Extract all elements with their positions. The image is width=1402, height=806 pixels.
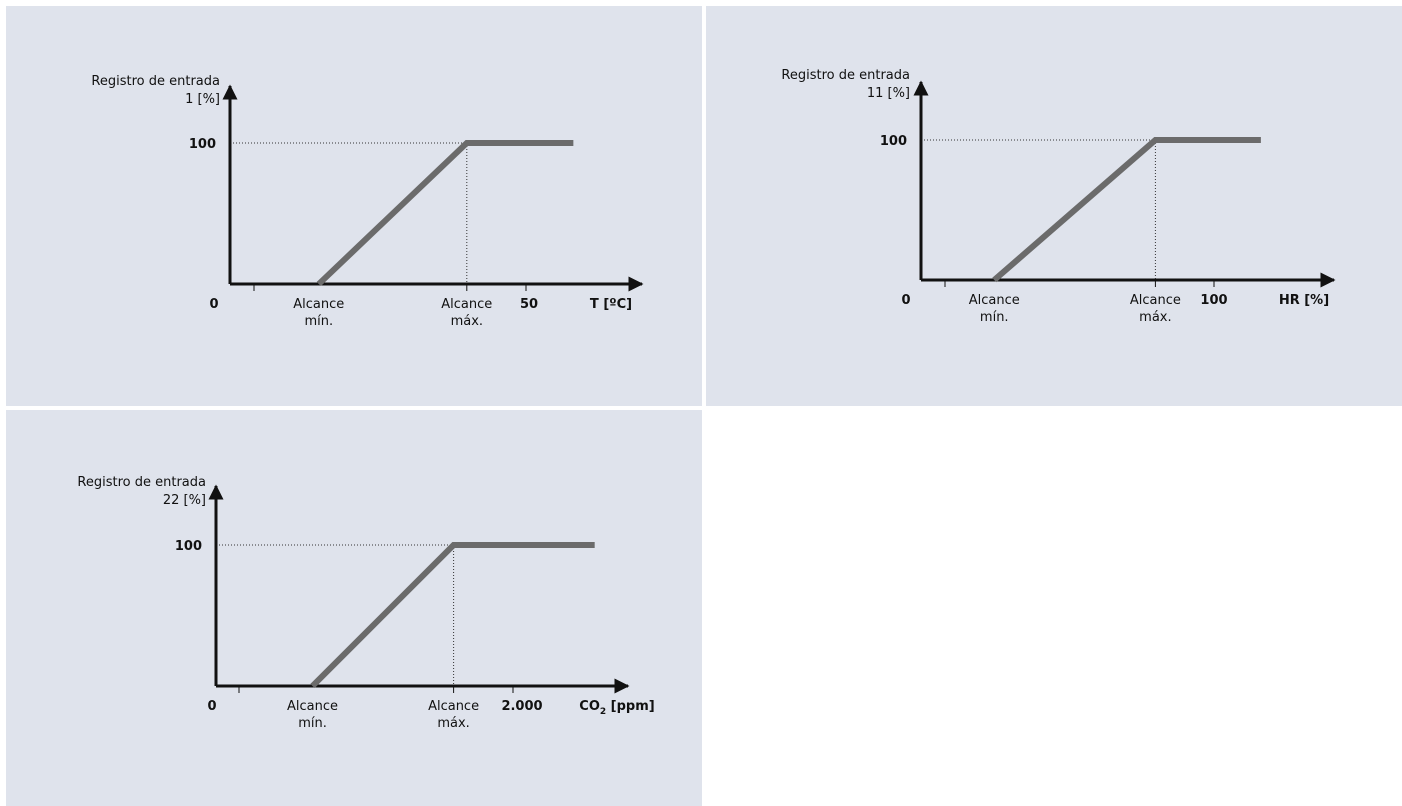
x-axis-label: CO2 [ppm] (579, 699, 654, 717)
y-axis-label-line2: 22 [%] (163, 493, 206, 508)
x-axis-label-unit: [ppm] (606, 699, 655, 714)
y-axis-label-line2: 11 [%] (867, 86, 910, 101)
y-tick-label-100: 100 (175, 539, 202, 554)
range-max-label-line2: máx. (451, 314, 483, 329)
x-axis-label-main: CO (579, 699, 600, 714)
x-origin-label: 0 (901, 293, 910, 308)
x-axis-label-main: T [ºC] (590, 297, 632, 312)
y-axis-label-line1: Registro de entrada (781, 68, 910, 83)
chart-humidity: Registro de entrada 11 [%] 100 0 Alcance mín.… (781, 68, 1336, 325)
chart-panel-humidity: Registro de entrada 11 [%] 100 0 Alcance mín.… (706, 6, 1402, 406)
x-axis-label: HR [%] (1279, 293, 1329, 308)
range-max-label-line1: Alcance (441, 297, 492, 312)
y-axis-label-line2: 1 [%] (185, 92, 220, 107)
chart-panel-temperature: Registro de entrada 1 [%] 100 0 Alcance mín. A… (6, 6, 702, 406)
chart-temperature: Registro de entrada 1 [%] 100 0 Alcance mín. A… (91, 74, 644, 329)
x-tick-label-max: 100 (1200, 293, 1227, 308)
x-axis-label: T [ºC] (590, 297, 632, 312)
range-max-label-line2: máx. (1139, 310, 1171, 325)
series-line (316, 140, 574, 287)
range-max-label-line1: Alcance (1130, 293, 1181, 308)
series-line (310, 542, 595, 689)
chart-panel-co2: Registro de entrada 22 [%] 100 0 Alcance mín.… (6, 410, 702, 806)
x-origin-label: 0 (207, 699, 216, 714)
y-axis-label-line1: Registro de entrada (91, 74, 220, 89)
range-min-label-line2: mín. (980, 310, 1009, 325)
y-tick-label-100: 100 (880, 134, 907, 149)
range-min-label-line1: Alcance (293, 297, 344, 312)
series-line (992, 137, 1261, 283)
x-tick-label-max: 2.000 (501, 699, 542, 714)
y-tick-label-100: 100 (189, 137, 216, 152)
x-origin-label: 0 (209, 297, 218, 312)
range-min-label-line1: Alcance (969, 293, 1020, 308)
x-axis-label-subscript: 2 (600, 707, 606, 717)
range-max-label-line2: máx. (437, 716, 469, 731)
range-min-label-line1: Alcance (287, 699, 338, 714)
range-min-label-line2: mín. (298, 716, 327, 731)
x-tick-label-max: 50 (520, 297, 538, 312)
x-axis-label-main: HR [%] (1279, 293, 1329, 308)
range-min-label-line2: mín. (304, 314, 333, 329)
range-max-label-line1: Alcance (428, 699, 479, 714)
y-axis-label-line1: Registro de entrada (77, 475, 206, 490)
chart-co2: Registro de entrada 22 [%] 100 0 Alcance mín.… (77, 475, 654, 731)
